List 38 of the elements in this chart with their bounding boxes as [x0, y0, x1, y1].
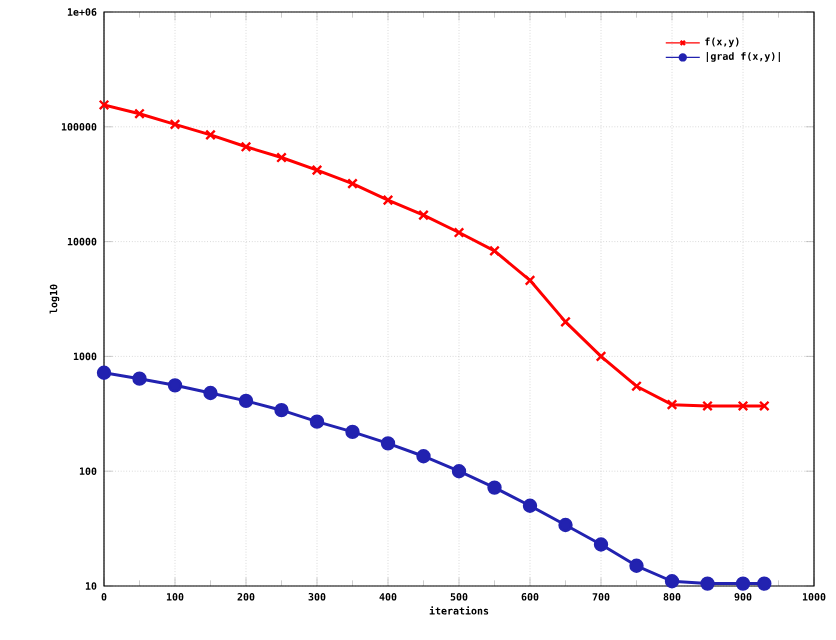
point [169, 118, 181, 130]
point [737, 400, 749, 412]
point [451, 464, 467, 479]
point [347, 178, 358, 190]
point [629, 558, 644, 573]
point [593, 537, 609, 552]
point [132, 371, 147, 386]
point [558, 517, 573, 533]
point [274, 403, 289, 418]
point [524, 274, 536, 286]
point [203, 385, 218, 401]
point [167, 378, 183, 393]
point [595, 350, 607, 362]
point [240, 141, 252, 153]
point [757, 576, 772, 591]
point [522, 498, 538, 513]
point [418, 209, 429, 221]
point [309, 414, 325, 429]
point [560, 316, 571, 328]
point [666, 399, 678, 411]
point [380, 436, 396, 451]
point [735, 576, 751, 591]
point [631, 380, 642, 392]
point [489, 245, 500, 257]
point [96, 365, 112, 380]
point [700, 576, 715, 591]
point [205, 129, 216, 141]
point [453, 227, 465, 238]
point [416, 449, 431, 464]
point [276, 152, 287, 163]
point [382, 194, 394, 206]
point [345, 424, 360, 440]
point [702, 400, 713, 412]
point [487, 480, 502, 495]
point [238, 393, 254, 409]
point [664, 574, 680, 589]
point [134, 108, 145, 120]
point [311, 164, 323, 176]
